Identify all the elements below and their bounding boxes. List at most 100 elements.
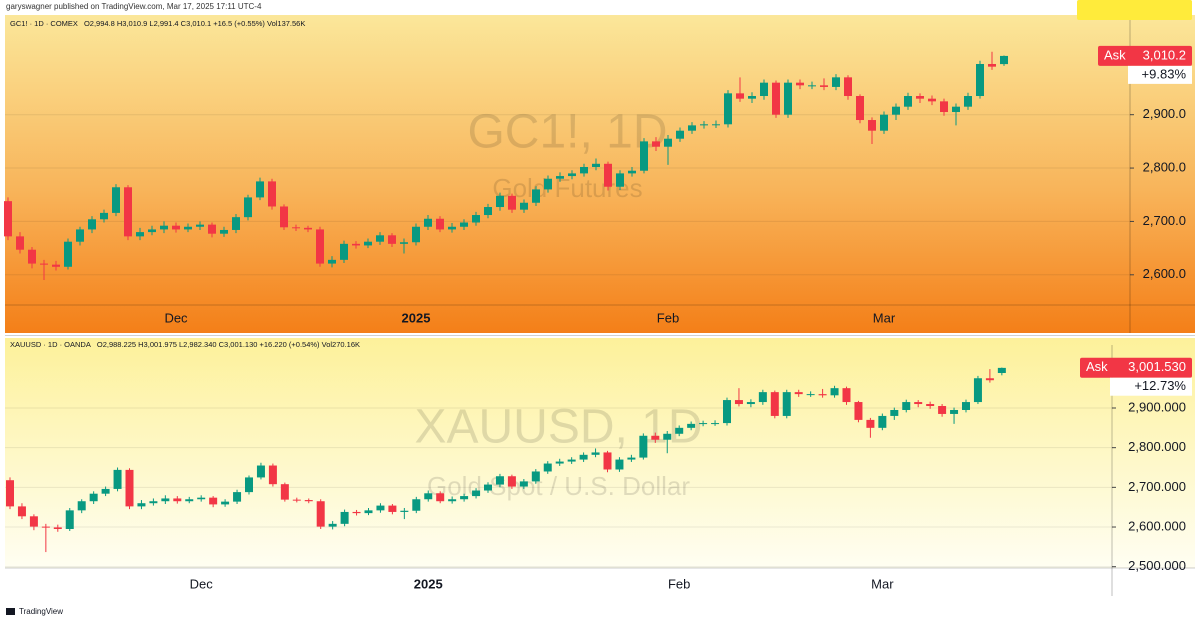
candle-body — [904, 96, 912, 107]
candle-body — [916, 96, 924, 99]
candle-body — [6, 480, 14, 507]
candle-body — [844, 77, 852, 97]
candle-body — [724, 93, 732, 125]
candle-body — [782, 392, 791, 416]
candle-body — [914, 402, 923, 405]
candle-body — [832, 77, 840, 87]
change-box — [1110, 377, 1192, 396]
candle-body — [185, 499, 194, 502]
candle-body — [628, 170, 636, 174]
candle-body — [424, 493, 433, 500]
candle-body — [233, 492, 242, 502]
x-tick-label: Mar — [871, 576, 894, 591]
candle-body — [88, 219, 96, 230]
candle-body — [568, 173, 576, 177]
symbol-info: XAUUSD · 1D · OANDA — [10, 340, 91, 349]
candle-body — [316, 229, 324, 264]
candle-body — [892, 106, 900, 115]
candle-body — [520, 202, 528, 210]
candle-body — [926, 404, 935, 407]
candle-body — [29, 516, 38, 527]
candle-body — [627, 457, 636, 460]
candle-body — [244, 197, 252, 218]
candle-body — [758, 392, 767, 403]
candle-body — [962, 402, 970, 410]
candle-body — [952, 106, 960, 113]
candle-body — [507, 476, 516, 487]
candle-body — [472, 215, 480, 223]
candle-body — [184, 226, 192, 230]
candle-body — [65, 510, 74, 530]
candle-body — [400, 242, 408, 244]
candle-body — [664, 138, 672, 147]
candle-body — [4, 201, 12, 237]
candle-body — [64, 241, 72, 267]
candle-body — [784, 82, 792, 115]
x-tick-label: Dec — [190, 576, 214, 591]
candle-body — [53, 527, 62, 530]
candle-body — [436, 218, 444, 230]
candle-body — [173, 498, 182, 502]
candle-body — [699, 423, 708, 425]
candle-body — [160, 225, 168, 230]
candle-body — [734, 400, 743, 405]
candle-body — [808, 85, 816, 87]
candle-body — [364, 241, 372, 246]
y-tick-label: 2,600.000 — [1128, 518, 1186, 533]
candle-body — [232, 217, 240, 230]
y-tick-label: 2,900.000 — [1128, 399, 1186, 414]
candle-body — [604, 163, 612, 187]
candle-body — [28, 249, 36, 264]
candle-body — [818, 394, 827, 396]
candle-body — [101, 488, 110, 494]
candle-body — [532, 189, 540, 203]
y-tick-label: 2,800.000 — [1128, 439, 1186, 454]
candle-body — [220, 229, 228, 234]
x-tick-label: Feb — [668, 576, 690, 591]
candle-body — [976, 63, 984, 97]
candle-body — [41, 526, 50, 528]
candle-body — [760, 82, 768, 97]
candle-body — [460, 496, 469, 500]
candle-body — [221, 501, 230, 505]
candle-body — [196, 224, 204, 227]
candle-body — [400, 510, 409, 512]
y-tick-label: 2,500.000 — [1128, 558, 1186, 573]
ohlc-info: O2,988.225 H3,001.975 L2,982.340 C3,001.… — [97, 340, 360, 349]
candle-body — [436, 493, 445, 502]
candle-body — [639, 435, 648, 458]
candle-body — [640, 141, 648, 171]
candle-body — [794, 392, 803, 395]
watermark: XAUUSD, 1D — [414, 401, 702, 454]
candle-body — [675, 427, 684, 434]
candle-body — [567, 459, 576, 462]
candle-body — [748, 96, 756, 99]
candle-body — [316, 501, 325, 527]
logo-text: TradingView — [19, 607, 63, 616]
candle-body — [340, 511, 349, 524]
candle-body — [940, 101, 948, 113]
candle-body — [687, 423, 696, 428]
candle-body — [124, 187, 132, 237]
candle-body — [519, 481, 528, 487]
candle-body — [484, 207, 492, 216]
candle-body — [292, 227, 300, 229]
candle-body — [964, 96, 972, 107]
candle-body — [770, 392, 779, 416]
candle-body — [208, 224, 216, 234]
x-tick-label: 2025 — [402, 310, 431, 325]
candle-body — [820, 85, 828, 87]
candle-body — [615, 459, 624, 470]
ask-price: 3,010.2 — [1143, 47, 1186, 62]
candle-body — [580, 166, 588, 174]
y-tick-label: 2,700.0 — [1143, 213, 1186, 228]
candle-body — [52, 264, 60, 267]
candle-body — [985, 378, 994, 381]
candle-body — [591, 452, 600, 455]
candle-body — [950, 409, 959, 414]
candle-body — [256, 181, 264, 198]
candle-body — [256, 465, 265, 478]
ask-price: 3,001.530 — [1128, 359, 1186, 374]
candle-body — [100, 212, 108, 220]
